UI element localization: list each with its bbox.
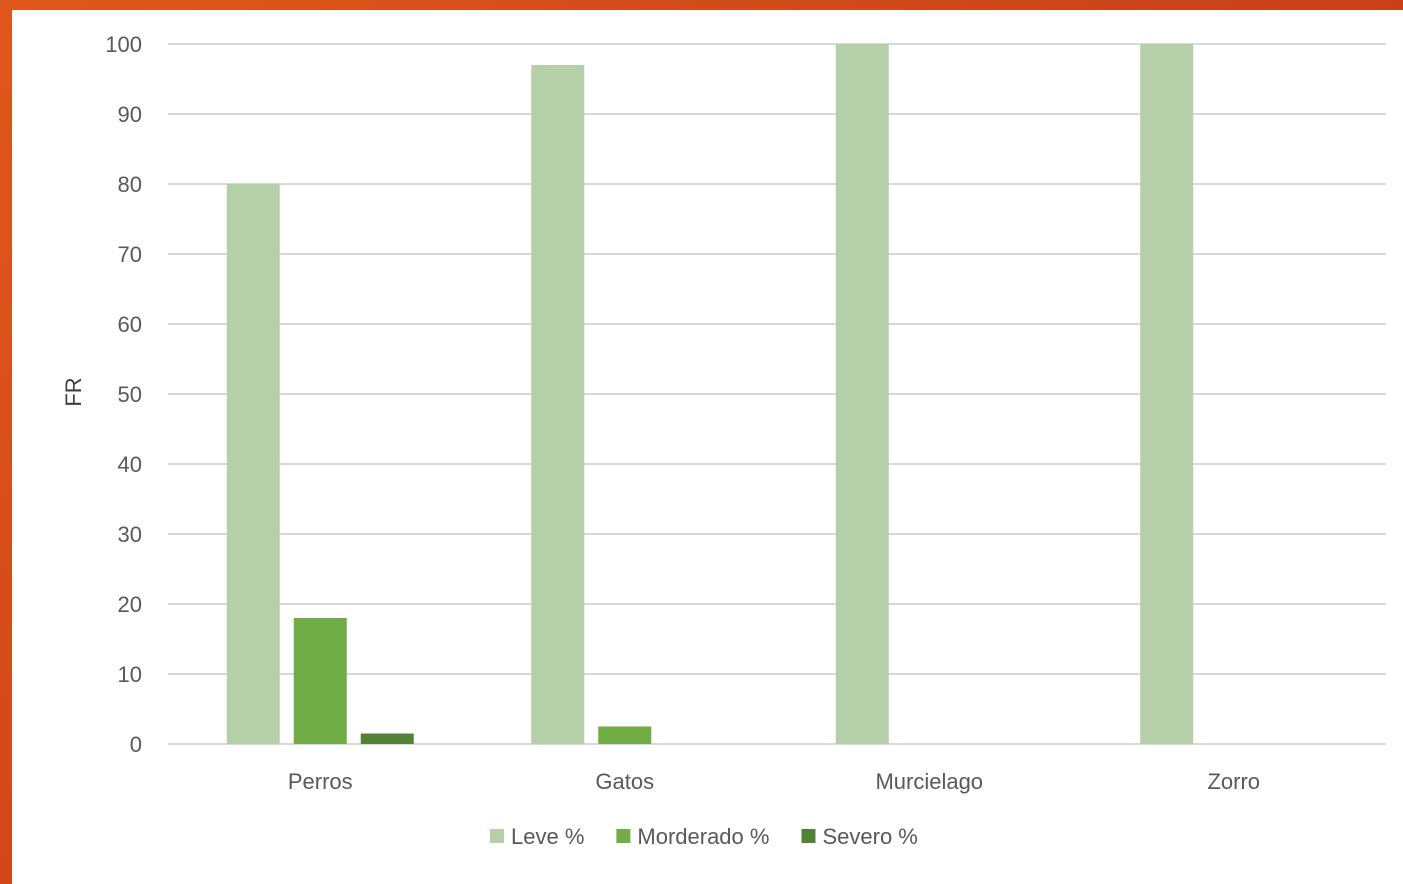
bar-gatos-series-2 xyxy=(598,726,652,744)
y-tick-label: 80 xyxy=(118,172,142,197)
x-tick-label: Perros xyxy=(288,769,353,794)
y-tick-label: 70 xyxy=(118,242,142,267)
y-tick-label: 0 xyxy=(130,732,142,757)
bar-perros-series-1 xyxy=(226,184,280,744)
y-tick-label: 100 xyxy=(105,32,142,57)
legend: Leve % Morderado % Severo % xyxy=(490,824,918,849)
y-tick-label: 40 xyxy=(118,452,142,477)
x-tick-label: Zorro xyxy=(1207,769,1260,794)
legend-swatch xyxy=(490,829,504,843)
y-tick-label: 60 xyxy=(118,312,142,337)
y-tick-label: 30 xyxy=(118,522,142,547)
y-tick-label: 50 xyxy=(118,382,142,407)
bar-perros-series-2 xyxy=(293,618,347,744)
bar-chart: 0 10 20 30 40 50 60 70 80 90 100 Perros Gatos Murcie… xyxy=(61,32,1386,849)
legend-label: Morderado % xyxy=(637,824,769,849)
chart-panel: 0 10 20 30 40 50 60 70 80 90 100 Perros Gatos Murcie… xyxy=(12,10,1403,884)
y-tick-label: 20 xyxy=(118,592,142,617)
bars xyxy=(226,44,1194,744)
gridlines xyxy=(168,43,1386,745)
y-axis-title: FR xyxy=(61,377,86,406)
x-tick-label: Gatos xyxy=(595,769,654,794)
bar-perros-series-3 xyxy=(360,733,414,744)
x-tick-labels: Perros Gatos Murcielago Zorro xyxy=(288,769,1260,794)
bar-murcielago-series-1 xyxy=(835,44,889,744)
y-tick-label: 90 xyxy=(118,102,142,127)
x-tick-label: Murcielago xyxy=(875,769,983,794)
bar-zorro-series-1 xyxy=(1140,44,1194,744)
y-tick-label: 10 xyxy=(118,662,142,687)
legend-swatch xyxy=(801,829,816,843)
legend-label: Leve % xyxy=(511,824,584,849)
legend-label: Severo % xyxy=(822,824,917,849)
bar-gatos-series-1 xyxy=(531,65,585,744)
y-tick-labels: 0 10 20 30 40 50 60 70 80 90 100 xyxy=(105,32,142,757)
legend-swatch xyxy=(616,829,631,843)
